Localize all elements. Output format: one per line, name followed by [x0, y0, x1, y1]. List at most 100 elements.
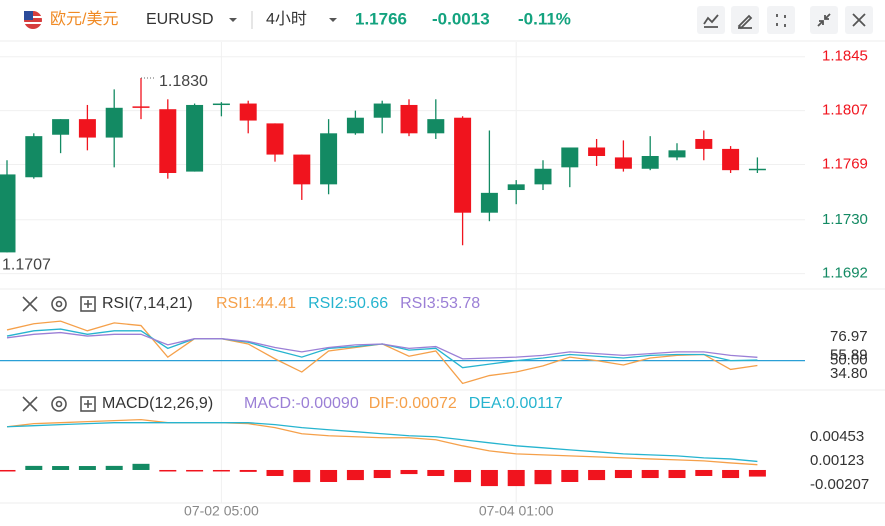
rsi-controls[interactable] [22, 296, 96, 312]
candle-body [695, 138, 713, 149]
candle-body [561, 147, 579, 168]
dropdown-caret[interactable] [329, 18, 337, 22]
draw-button[interactable] [731, 6, 759, 34]
legend-entry: RSI3:53.78 [400, 295, 480, 312]
last-price: 1.1766 [355, 9, 407, 28]
collapse-button[interactable] [810, 6, 838, 34]
y-tick-label: 50.00 [830, 352, 868, 369]
macd-bar [614, 469, 632, 479]
interval[interactable]: 4小时 [266, 10, 307, 28]
macd-bar [427, 469, 445, 476]
candle-body [266, 123, 284, 155]
candle-body [78, 119, 96, 138]
macd-bar [722, 469, 740, 479]
y-tick-label: 1.1769 [822, 155, 868, 172]
candle-body [159, 109, 177, 174]
candle-body [454, 117, 472, 213]
macd-bar [641, 469, 659, 479]
candle-body [534, 168, 552, 185]
macd-bar [507, 469, 525, 487]
macd-bar [695, 469, 713, 476]
x-tick-label: 07-02 05:00 [184, 503, 259, 519]
dropdown-caret[interactable] [229, 18, 237, 22]
candle-body [588, 147, 606, 156]
candle-body [105, 107, 123, 138]
macd-bar [534, 469, 552, 485]
macd-bar [346, 469, 364, 481]
macd-bar [186, 469, 204, 472]
macd-bar [78, 466, 96, 470]
y-tick-label: 34.80 [830, 365, 868, 382]
candle-body [212, 103, 230, 106]
y-tick-label: 0.00123 [810, 452, 864, 469]
chart-type-button[interactable] [767, 6, 795, 34]
candle-body [293, 154, 311, 185]
candle-body [507, 184, 525, 191]
flag-icon [24, 11, 42, 29]
indicator-line [6, 422, 758, 463]
candle-body [614, 157, 632, 169]
y-tick-label: 76.97 [830, 328, 868, 345]
indicator-line [6, 418, 758, 466]
macd-bar [588, 469, 606, 481]
y-tick-label: 55.89 [830, 346, 868, 363]
candle-body [641, 155, 659, 169]
legend-entry: RSI1:44.41 [216, 295, 296, 312]
macd-bar [25, 465, 43, 470]
macd-controls[interactable] [22, 396, 96, 412]
y-tick-label: 1.1845 [822, 48, 868, 65]
candle-body [748, 168, 766, 171]
indicator-button[interactable] [697, 6, 725, 34]
candle-body [668, 150, 686, 158]
macd-bar [480, 469, 498, 487]
pair-name: 欧元/美元 [50, 10, 118, 28]
low-label: 1.1707 [2, 257, 51, 274]
candle-body [400, 104, 418, 134]
legend-entry: DEA:0.00117 [469, 395, 563, 412]
high-label: 1.1830 [159, 73, 208, 90]
macd-bar [373, 469, 391, 479]
close-button[interactable] [845, 6, 873, 34]
legend-entry: RSI2:50.66 [308, 295, 388, 312]
candle-body [0, 174, 16, 253]
candle-body [346, 117, 364, 134]
macd-bar [400, 469, 418, 475]
macd-bar [668, 469, 686, 479]
symbol[interactable]: EURUSD [146, 11, 214, 28]
y-tick-label: 1.1692 [822, 265, 868, 282]
candle-body [52, 119, 70, 135]
candle-body [132, 106, 150, 108]
y-tick-label: -0.00207 [810, 476, 869, 493]
macd-bar [454, 469, 472, 483]
macd-bar [132, 463, 150, 470]
macd-bar [561, 469, 579, 482]
macd-bar [159, 469, 177, 472]
macd-bar [105, 465, 123, 470]
macd-bar [239, 469, 257, 472]
x-tick-label: 07-04 01:00 [479, 503, 554, 519]
y-tick-label: 0.00453 [810, 428, 864, 445]
macd-bar [293, 469, 311, 483]
legend-entry: DIF:0.00072 [369, 395, 457, 412]
price-change: -0.0013 [432, 9, 490, 28]
candle-body [480, 192, 498, 213]
macd-title: MACD(12,26,9) [102, 395, 213, 412]
candle-body [427, 119, 445, 134]
candle-body [320, 133, 338, 185]
indicator-line [6, 331, 758, 360]
candle-body [239, 103, 257, 121]
macd-bar [320, 469, 338, 482]
candle-body [722, 148, 740, 171]
macd-bar [748, 469, 766, 477]
macd-bar [52, 466, 70, 470]
macd-bar [212, 469, 230, 472]
candle-body [186, 104, 204, 172]
legend-entry: MACD:-0.00090 [244, 395, 359, 412]
price-change-pct: -0.11% [518, 9, 571, 28]
macd-bar [266, 469, 284, 476]
y-tick-label: 1.1807 [822, 102, 868, 119]
candle-body [25, 136, 43, 178]
candle-body [373, 103, 391, 118]
rsi-title: RSI(7,14,21) [102, 295, 193, 312]
